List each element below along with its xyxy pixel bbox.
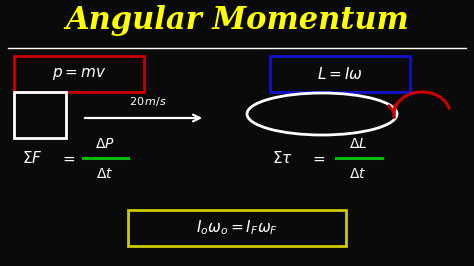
Text: $=$: $=$ [310, 151, 326, 165]
Text: $L = I\omega$: $L = I\omega$ [317, 66, 363, 82]
Text: $\Sigma\tau$: $\Sigma\tau$ [272, 150, 293, 166]
Bar [14, 92, 66, 138]
Text: $\Sigma F$: $\Sigma F$ [22, 150, 43, 166]
Text: $p = mv$: $p = mv$ [52, 66, 106, 82]
Text: Angular Momentum: Angular Momentum [65, 6, 409, 36]
Text: $\Delta L$: $\Delta L$ [349, 137, 367, 151]
Text: $\Delta P$: $\Delta P$ [95, 137, 115, 151]
Text: $20\,m/s$: $20\,m/s$ [129, 94, 167, 107]
Text: $=$: $=$ [60, 151, 76, 165]
Text: $I_o\omega_o = I_F\omega_F$: $I_o\omega_o = I_F\omega_F$ [196, 219, 278, 237]
Text: $\Delta t$: $\Delta t$ [349, 167, 367, 181]
Text: $\Delta t$: $\Delta t$ [96, 167, 114, 181]
